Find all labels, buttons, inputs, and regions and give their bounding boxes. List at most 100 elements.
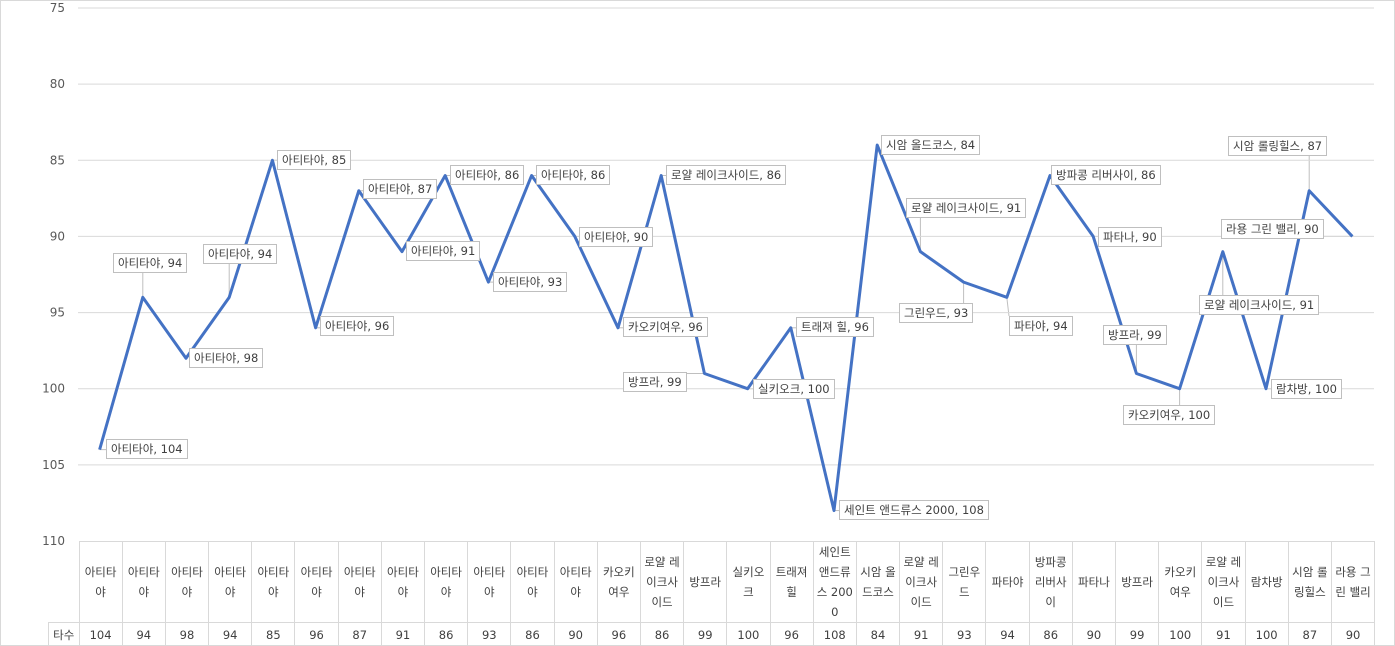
table-category: 아티타야 — [294, 541, 339, 623]
table-value: 93 — [942, 622, 987, 645]
table-value: 100 — [726, 622, 771, 645]
data-label: 람차방, 100 — [1271, 379, 1343, 399]
y-tick-label: 85 — [50, 153, 65, 167]
table-category: 아티타야 — [251, 541, 296, 623]
data-label: 로얄 레이크사이드, 91 — [1199, 295, 1320, 315]
table-value: 94 — [208, 622, 253, 645]
data-label: 방파콩 리버사이, 86 — [1051, 165, 1161, 185]
data-label: 시암 롤링힐스, 87 — [1228, 136, 1328, 156]
table-value: 96 — [769, 622, 814, 645]
table-category: 로얄 레이크사이드 — [1201, 541, 1246, 623]
table-category: 카오키여우 — [596, 541, 641, 623]
data-label: 아티타야, 86 — [536, 165, 611, 185]
data-label: 그린우드, 93 — [899, 303, 974, 323]
table-value: 86 — [423, 622, 469, 645]
table-value: 100 — [1244, 622, 1289, 645]
data-label: 로얄 레이크사이드, 91 — [906, 198, 1027, 218]
table-category: 실키오크 — [726, 541, 771, 623]
table-value: 99 — [1114, 622, 1160, 645]
table-value: 84 — [855, 622, 901, 645]
data-label: 아티타야, 94 — [203, 244, 278, 264]
data-table: 아티타야 아티타야 아티타야 아티타야 아티타야 아티타야 아티타야 아티타야 아티타야 아티타야… — [48, 541, 1376, 645]
table-category: 아티타야 — [208, 541, 253, 623]
table-category: 파타나 — [1071, 541, 1117, 623]
table-category: 아티타야 — [164, 541, 210, 623]
table-value: 91 — [899, 622, 944, 645]
data-label: 아티타야, 98 — [189, 348, 264, 368]
table-value: 94 — [121, 622, 166, 645]
table-value: 91 — [380, 622, 426, 645]
data-label: 실키오크, 100 — [753, 379, 835, 399]
data-label: 아티타야, 96 — [320, 316, 395, 336]
data-label: 아티타야, 94 — [113, 253, 188, 273]
table-value: 99 — [683, 622, 728, 645]
table-value: 86 — [1028, 622, 1073, 645]
data-label: 방프라, 99 — [623, 372, 687, 392]
table-category: 세인트 앤드류스 2000 — [812, 541, 857, 623]
table-value: 96 — [596, 622, 641, 645]
table-category: 방프라 — [683, 541, 728, 623]
data-label: 로얄 레이크사이드, 86 — [666, 165, 787, 185]
table-category: 카오키여우 — [1158, 541, 1203, 623]
table-value: 87 — [337, 622, 382, 645]
table-value: 85 — [251, 622, 296, 645]
y-tick-label: 80 — [50, 77, 65, 91]
table-category: 아티타야 — [553, 541, 598, 623]
table-value: 98 — [164, 622, 210, 645]
table-category: 파타야 — [985, 541, 1030, 623]
data-label: 파타나, 90 — [1098, 227, 1162, 247]
data-label: 트래져 힐, 96 — [796, 317, 874, 337]
y-tick-label: 100 — [42, 382, 65, 396]
table-category: 방파콩 리버사이 — [1028, 541, 1073, 623]
table-corner — [48, 541, 80, 623]
table-value: 86 — [639, 622, 685, 645]
table-value: 90 — [553, 622, 598, 645]
data-label: 아티타야, 87 — [363, 179, 438, 199]
data-label: 세인트 앤드류스 2000, 108 — [839, 500, 989, 520]
table-category: 로얄 레이크사이드 — [639, 541, 685, 623]
table-value: 108 — [812, 622, 857, 645]
data-label: 라용 그린 밸리, 90 — [1221, 219, 1324, 239]
table-value: 96 — [294, 622, 339, 645]
series-label: 타수 — [48, 622, 80, 645]
table-category: 로얄 레이크사이드 — [899, 541, 944, 623]
leader-line — [1006, 297, 1010, 317]
table-category: 아티타야 — [423, 541, 469, 623]
table-category: 아티타야 — [337, 541, 382, 623]
table-category: 아티타야 — [78, 541, 123, 623]
y-tick-label: 75 — [50, 1, 65, 15]
table-category: 아티타야 — [380, 541, 426, 623]
table-value: 87 — [1287, 622, 1332, 645]
table-value: 100 — [1158, 622, 1203, 645]
data-label: 아티타야, 85 — [277, 150, 352, 170]
y-tick-label: 105 — [42, 458, 65, 472]
table-category: 시암 올드코스 — [855, 541, 901, 623]
data-label: 파타야, 94 — [1009, 316, 1073, 336]
data-label: 아티타야, 86 — [450, 165, 525, 185]
data-label: 아티타야, 104 — [106, 439, 188, 459]
table-category: 아티타야 — [510, 541, 555, 623]
table-category: 시암 롤링힐스 — [1287, 541, 1332, 623]
data-label: 방프라, 99 — [1103, 325, 1167, 345]
data-label: 아티타야, 93 — [493, 272, 568, 292]
table-value: 86 — [510, 622, 555, 645]
table-value: 90 — [1330, 622, 1376, 645]
table-category: 아티타야 — [121, 541, 166, 623]
y-tick-label: 90 — [50, 229, 65, 243]
data-label: 카오키여우, 96 — [623, 317, 708, 337]
table-value: 94 — [985, 622, 1030, 645]
table-value: 93 — [467, 622, 512, 645]
table-value: 91 — [1201, 622, 1246, 645]
table-category: 라용 그린 밸리 — [1330, 541, 1376, 623]
table-category: 트래져 힐 — [769, 541, 814, 623]
table-category: 아티타야 — [467, 541, 512, 623]
table-value: 90 — [1071, 622, 1117, 645]
data-label: 아티타야, 91 — [406, 241, 481, 261]
table-value: 104 — [78, 622, 123, 645]
table-category: 그린우드 — [942, 541, 987, 623]
data-label: 아티타야, 90 — [579, 227, 654, 247]
table-category: 람차방 — [1244, 541, 1289, 623]
data-label: 시암 올드코스, 84 — [881, 135, 981, 155]
